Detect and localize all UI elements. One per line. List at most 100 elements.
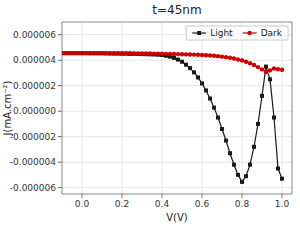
tick bbox=[162, 194, 163, 198]
point bbox=[172, 52, 176, 56]
point bbox=[240, 58, 244, 62]
tick-label: 0.4 bbox=[155, 199, 170, 209]
point bbox=[240, 180, 244, 184]
tick bbox=[58, 111, 62, 112]
point bbox=[116, 51, 120, 55]
chart: 0.00.20.40.60.81.0-0.000006-0.000004-0.0… bbox=[0, 0, 300, 227]
point bbox=[112, 52, 116, 56]
point bbox=[128, 52, 132, 56]
plot-frame bbox=[62, 22, 292, 194]
point bbox=[200, 81, 204, 85]
point bbox=[92, 51, 96, 55]
point bbox=[180, 60, 184, 64]
tick bbox=[202, 194, 203, 198]
tick bbox=[58, 136, 62, 137]
tick bbox=[58, 34, 62, 35]
point bbox=[192, 52, 196, 56]
grid-line bbox=[82, 22, 83, 194]
point bbox=[212, 106, 216, 110]
legend-item: Dark bbox=[243, 28, 283, 38]
point bbox=[180, 52, 184, 56]
point bbox=[96, 51, 100, 55]
point bbox=[264, 65, 268, 69]
tick-label: -0.000004 bbox=[10, 157, 56, 167]
point bbox=[72, 51, 76, 55]
point bbox=[248, 61, 252, 65]
axes: 0.00.20.40.60.81.0-0.000006-0.000004-0.0… bbox=[10, 22, 292, 209]
tick-label: 0.000006 bbox=[13, 30, 56, 40]
point bbox=[64, 51, 68, 55]
legend-item: Light bbox=[192, 28, 233, 38]
legend-label: Dark bbox=[261, 28, 283, 38]
grid-line bbox=[62, 85, 292, 86]
point bbox=[172, 56, 176, 60]
point bbox=[92, 51, 96, 55]
tick-label: 0.6 bbox=[195, 199, 210, 209]
point bbox=[120, 52, 124, 56]
point bbox=[64, 51, 68, 55]
point bbox=[188, 52, 192, 56]
point bbox=[144, 51, 148, 55]
point bbox=[108, 51, 112, 55]
series bbox=[62, 51, 284, 184]
legend-marker bbox=[197, 31, 201, 35]
point bbox=[208, 53, 212, 57]
point bbox=[116, 52, 120, 56]
plot-area bbox=[62, 51, 284, 184]
grid-line bbox=[162, 22, 163, 194]
point bbox=[68, 51, 72, 55]
point bbox=[136, 51, 140, 55]
grid-line bbox=[202, 22, 203, 194]
point bbox=[84, 51, 88, 55]
tick-label: 0.8 bbox=[235, 199, 250, 209]
point bbox=[88, 51, 92, 55]
point bbox=[140, 51, 144, 55]
point bbox=[204, 88, 208, 92]
point bbox=[176, 58, 180, 62]
tick bbox=[58, 60, 62, 61]
point bbox=[76, 51, 80, 55]
point bbox=[276, 167, 280, 171]
grid-line bbox=[62, 136, 292, 137]
point bbox=[80, 51, 84, 55]
point bbox=[112, 51, 116, 55]
grid-line bbox=[62, 187, 292, 188]
point bbox=[192, 70, 196, 74]
point bbox=[124, 52, 128, 56]
point bbox=[196, 53, 200, 57]
point bbox=[140, 52, 144, 56]
point bbox=[168, 52, 172, 56]
tick bbox=[82, 194, 83, 198]
title: t=45nm bbox=[152, 3, 201, 17]
point bbox=[132, 52, 136, 56]
point bbox=[232, 163, 236, 167]
point bbox=[268, 77, 272, 81]
legend-label: Light bbox=[210, 28, 233, 38]
point bbox=[124, 51, 128, 55]
point bbox=[220, 54, 224, 58]
point bbox=[84, 51, 88, 55]
point bbox=[272, 116, 276, 120]
point bbox=[248, 163, 252, 167]
point bbox=[212, 54, 216, 58]
point bbox=[176, 52, 180, 56]
point bbox=[224, 138, 228, 142]
legend: Light Dark bbox=[186, 26, 288, 40]
point bbox=[228, 151, 232, 155]
legend-marker bbox=[247, 31, 251, 35]
point bbox=[62, 51, 64, 55]
point bbox=[276, 67, 280, 71]
point bbox=[68, 51, 72, 55]
point bbox=[104, 51, 108, 55]
point bbox=[220, 127, 224, 131]
point bbox=[256, 122, 260, 126]
point bbox=[216, 116, 220, 120]
point bbox=[184, 63, 188, 67]
point bbox=[260, 94, 264, 98]
point bbox=[100, 51, 104, 55]
point bbox=[244, 60, 248, 64]
point bbox=[224, 55, 228, 59]
point bbox=[184, 52, 188, 56]
point bbox=[272, 66, 276, 70]
tick bbox=[58, 187, 62, 188]
